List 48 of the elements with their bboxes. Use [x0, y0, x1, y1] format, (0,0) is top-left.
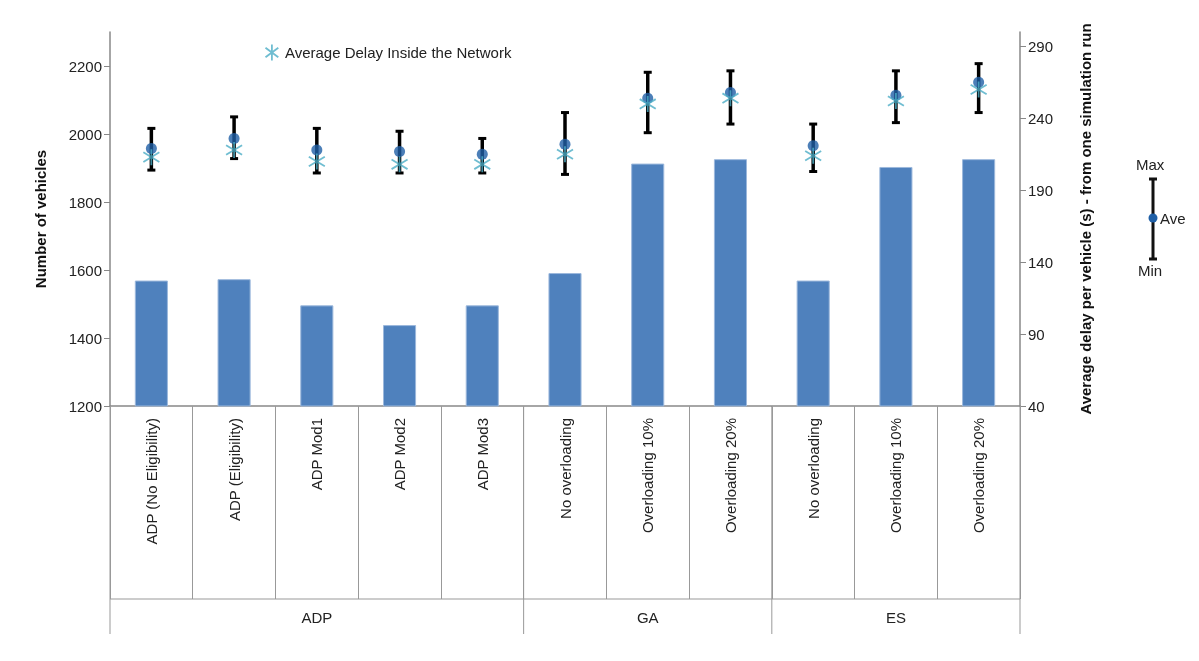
point	[721, 89, 740, 108]
point	[311, 144, 323, 156]
y2-tick-label: 90	[1028, 325, 1045, 343]
x-tick-label: ADP (No Eligibility)	[142, 418, 160, 545]
y-tick-label: 2000	[68, 125, 102, 143]
text: Ave	[1160, 210, 1186, 227]
x-tick-label: ADP Mod1	[308, 418, 326, 491]
y-tick-label: 1400	[68, 329, 102, 347]
y2-tick-label: 290	[1028, 37, 1054, 55]
x-tick-label: No overloading	[556, 418, 574, 519]
point	[473, 155, 492, 174]
point	[638, 95, 657, 113]
point	[307, 152, 326, 171]
point	[969, 80, 988, 99]
x-tick-label: Overloading 10%	[887, 418, 905, 534]
x-tick-label: Overloading 20%	[721, 418, 739, 534]
point	[804, 146, 823, 165]
point	[228, 132, 240, 144]
point	[142, 148, 161, 167]
point	[225, 141, 243, 159]
point	[556, 145, 574, 164]
x-tick-label: No overloading	[804, 418, 822, 519]
x-tick-label: ADP Mod3	[473, 418, 491, 491]
y2-tick-label: 40	[1028, 397, 1045, 415]
point	[807, 140, 819, 152]
y2-tick-label: 140	[1028, 253, 1054, 271]
y2-axis-title: Average delay per vehicle (s) - from one simulation run	[1077, 23, 1094, 415]
point	[390, 155, 409, 174]
x-tick-label: Overloading 20%	[970, 418, 988, 534]
x-tick-label: Overloading 10%	[639, 418, 657, 534]
point	[887, 92, 905, 110]
text: Max	[1136, 156, 1165, 173]
y2-tick-label: 240	[1028, 109, 1054, 127]
point	[394, 145, 406, 157]
text: ADP	[301, 608, 333, 626]
y-tick-label: 1600	[68, 261, 102, 279]
y-axis-title: Number of vehicles	[32, 149, 49, 289]
y-tick-label: 1200	[68, 397, 102, 415]
y-tick-label: 2200	[68, 57, 102, 75]
y-tick-label: 1800	[68, 193, 102, 211]
text: Min	[1138, 262, 1163, 279]
x-tick-label: ADP (Eligibility)	[225, 418, 243, 522]
x-tick-label: ADP Mod2	[391, 418, 409, 491]
y2-tick-label: 190	[1028, 181, 1054, 199]
legend-label: Average Delay Inside the Network	[284, 44, 512, 61]
point	[476, 148, 488, 160]
text: GA	[636, 608, 659, 626]
text: ES	[885, 608, 906, 626]
